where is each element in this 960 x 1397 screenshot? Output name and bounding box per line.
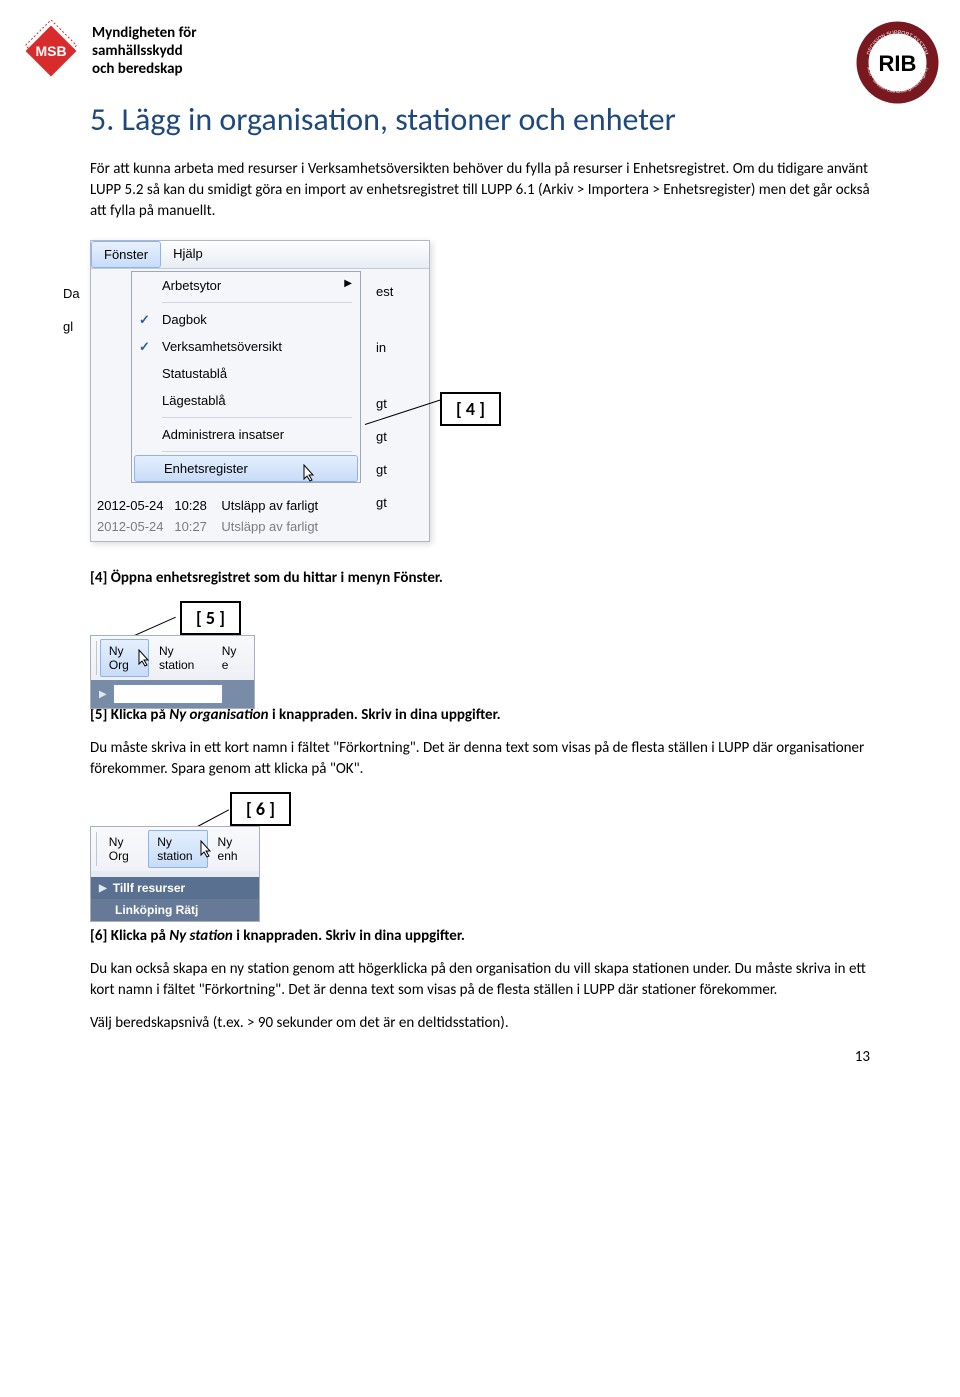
menu-fonster[interactable]: Fönster	[91, 241, 161, 268]
tree-row: ▶ Ny organisation	[91, 680, 254, 708]
dd-verksamhet[interactable]: ✓ Verksamhetsöversikt	[132, 333, 360, 360]
body-5: Du måste skriva in ett kort namn i fälte…	[90, 738, 870, 780]
svg-text:RIB: RIB	[879, 51, 917, 76]
body-6a: Du kan också skapa en ny station genom a…	[90, 959, 870, 1001]
dd-statustabla[interactable]: Statustablå	[132, 360, 360, 387]
log-date: 2012-05-24	[97, 498, 164, 513]
btn-ny-station[interactable]: Ny station	[148, 830, 207, 868]
screenshot-4: Fönster Hjälp Da gl Arbetsytor ▶ ✓ Dagb	[90, 240, 870, 550]
toolbar: Ny Org Ny station Ny e ▶ Ny organisation	[90, 635, 255, 709]
behind-text: in	[376, 331, 393, 387]
dd-enhetsregister[interactable]: Enhetsregister	[134, 455, 358, 482]
log-text: Utsläpp av farligt	[221, 498, 318, 513]
dd-lagestabla[interactable]: Lägestablå	[132, 387, 360, 414]
page-number: 13	[855, 1048, 870, 1066]
btn-ny-e[interactable]: Ny e	[213, 639, 251, 677]
msb-line2: samhällsskydd	[92, 42, 197, 60]
dd-dagbok[interactable]: ✓ Dagbok	[132, 306, 360, 333]
behind-text: gt	[376, 420, 393, 453]
dd-label: Arbetsytor	[162, 278, 221, 293]
caption-text: [4] Öppna enhetsregistret som du hittar …	[90, 569, 443, 587]
dd-administrera[interactable]: Administrera insatser	[132, 421, 360, 448]
caption-rest: i knappraden. Skriv in dina uppgifter.	[269, 706, 501, 724]
log-row: 2012-05-24 10:28 Utsläpp av farligt	[97, 495, 423, 516]
toolbar: Ny Org Ny station Ny enh ▶ Tillf resurse…	[90, 826, 260, 922]
page-content: 5. Lägg in organisation, stationer och e…	[0, 0, 960, 1086]
page-title: 5. Lägg in organisation, stationer och e…	[90, 100, 870, 139]
dd-label: Verksamhetsöversikt	[162, 339, 282, 354]
behind-text: gt	[376, 453, 393, 486]
log-time: 10:28	[174, 498, 207, 513]
intro-paragraph: För att kunna arbeta med resurser i Verk…	[90, 159, 870, 222]
caption-4: [4] Öppna enhetsregistret som du hittar …	[90, 568, 870, 589]
behind-content: Da gl	[63, 277, 80, 343]
checkmark-icon: ✓	[139, 312, 150, 328]
msb-org-name: Myndigheten för samhällsskydd och bereds…	[92, 24, 197, 78]
msb-logo: MSB Myndigheten för samhällsskydd och be…	[20, 20, 197, 82]
screenshot-6: [ 6 ] Ny Org Ny station Ny enh ▶ Tillf r…	[90, 798, 870, 908]
body-6b: Välj beredskapsnivå (t.ex. > 90 sekunder…	[90, 1013, 870, 1034]
callout-6: [ 6 ]	[230, 792, 291, 826]
svg-text:MSB: MSB	[35, 43, 66, 59]
menu-hjalp[interactable]: Hjälp	[161, 241, 215, 268]
log-time: 10:27	[174, 519, 207, 534]
behind-right: est in gt gt gt gt	[376, 275, 393, 519]
log-row: 2012-05-24 10:27 Utsläpp av farligt	[97, 516, 423, 537]
callout-4: [ 4 ]	[440, 392, 501, 426]
msb-line3: och beredskap	[92, 60, 197, 78]
cursor-icon	[138, 649, 152, 672]
log-text: Utsläpp av farligt	[221, 519, 318, 534]
menu-divider	[162, 451, 352, 452]
caption-strong: [6] Klicka på	[90, 927, 169, 945]
menu-bar: Fönster Hjälp	[91, 241, 429, 269]
chevron-right-icon: ▶	[344, 278, 352, 289]
menu-divider	[162, 417, 352, 418]
screenshot-5: [ 5 ] Ny Org Ny station Ny e ▶ Ny organi…	[90, 607, 870, 687]
toolbar-buttons: Ny Org Ny station Ny e	[91, 636, 254, 680]
menu-window: Fönster Hjälp Da gl Arbetsytor ▶ ✓ Dagb	[90, 240, 430, 542]
header-logos: MSB Myndigheten för samhällsskydd och be…	[20, 20, 940, 105]
behind-text: Da	[63, 277, 80, 310]
behind-text: est	[376, 275, 393, 331]
tree-header-link[interactable]: Linköping Rätj	[91, 899, 259, 921]
tree-header-tillf[interactable]: ▶ Tillf resurser	[91, 877, 259, 899]
tree-input[interactable]: Ny organisation	[113, 684, 223, 704]
cursor-icon	[303, 464, 317, 487]
toolbar-buttons: Ny Org Ny station Ny enh	[91, 827, 259, 871]
callout-5: [ 5 ]	[180, 601, 241, 635]
toolbar-divider	[96, 832, 97, 866]
msb-line1: Myndigheten för	[92, 24, 197, 42]
btn-ny-org[interactable]: Ny Org	[100, 830, 147, 868]
cursor-icon	[200, 840, 214, 863]
log-date: 2012-05-24	[97, 519, 164, 534]
caption-6: [6] Klicka på Ny station i knappraden. S…	[90, 926, 870, 947]
expand-icon[interactable]: ▶	[99, 689, 107, 700]
btn-ny-station[interactable]: Ny station	[150, 639, 212, 677]
behind-text: gt	[376, 486, 393, 519]
tree-label: Tillf resurser	[113, 881, 185, 895]
expand-icon[interactable]: ▶	[99, 883, 107, 894]
behind-text: gl	[63, 310, 80, 343]
dropdown-menu: Arbetsytor ▶ ✓ Dagbok ✓ Verksamhetsövers…	[131, 271, 361, 483]
dd-label: Enhetsregister	[164, 461, 248, 476]
rib-badge-icon: DECISION SUPPORT SYSTEM MSB - Swedish Ci…	[855, 20, 940, 105]
checkmark-icon: ✓	[139, 339, 150, 355]
btn-ny-enh[interactable]: Ny enh	[209, 830, 256, 868]
caption-italic: Ny station	[169, 927, 233, 945]
tree-label: Linköping Rätj	[99, 903, 198, 917]
dd-arbetsytor[interactable]: Arbetsytor ▶	[132, 272, 360, 299]
dd-label: Dagbok	[162, 312, 207, 327]
toolbar-divider	[96, 641, 97, 675]
caption-rest: i knappraden. Skriv in dina uppgifter.	[233, 927, 465, 945]
menu-divider	[162, 302, 352, 303]
msb-diamond-icon: MSB	[20, 20, 82, 82]
